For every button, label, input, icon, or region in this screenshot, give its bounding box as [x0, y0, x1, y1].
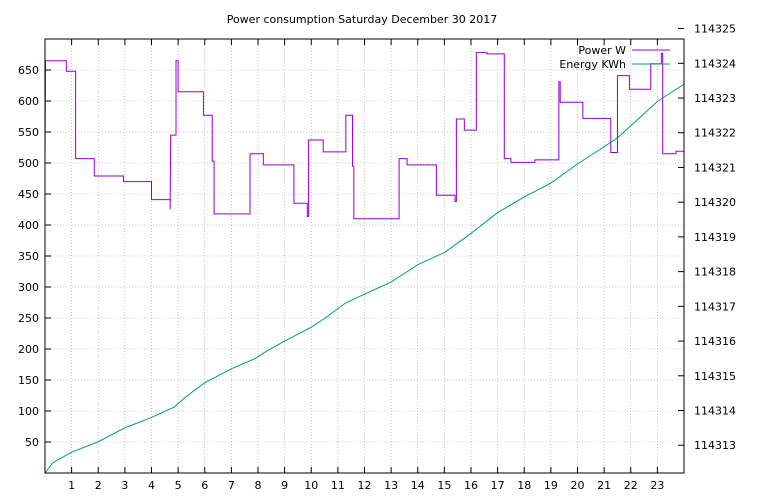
- y2-tick-label: 114320: [694, 196, 736, 209]
- plot-frame: [44, 38, 685, 474]
- y2-tick-label: 114324: [694, 57, 736, 70]
- x-tick-label: 11: [331, 479, 345, 492]
- x-tick-label: 14: [411, 479, 425, 492]
- y-tick-label: 250: [18, 312, 39, 325]
- x-tick-label: 1: [68, 479, 75, 492]
- x-tick-label: 4: [148, 479, 155, 492]
- x-tick-label: 5: [175, 479, 182, 492]
- y2-tick-label: 114323: [694, 92, 736, 105]
- x-tick-label: 19: [544, 479, 558, 492]
- y2-tick-label: 114314: [694, 405, 736, 418]
- x-tick-label: 21: [597, 479, 611, 492]
- x-tick-label: 13: [384, 479, 398, 492]
- y2-tick-label: 114322: [694, 127, 736, 140]
- legend-label: Power W: [578, 44, 626, 57]
- y2-tick-label: 114321: [694, 161, 736, 174]
- x-tick-label: 8: [255, 479, 262, 492]
- grid-lines: [45, 39, 684, 473]
- y2-tick-label: 114325: [694, 23, 736, 36]
- y2-tick-label: 114313: [694, 439, 736, 452]
- y-tick-label: 350: [18, 250, 39, 263]
- x-tick-label: 3: [121, 479, 128, 492]
- y-tick-label: 150: [18, 374, 39, 387]
- y-tick-label: 300: [18, 281, 39, 294]
- x-tick-label: 7: [228, 479, 235, 492]
- x-tick-label: 2: [95, 479, 102, 492]
- y2-tick-label: 114319: [694, 231, 736, 244]
- y-tick-label: 400: [18, 219, 39, 232]
- chart-title: Power consumption Saturday December 30 2…: [227, 13, 498, 26]
- x-tick-label: 22: [624, 479, 638, 492]
- y-tick-label: 600: [18, 95, 39, 108]
- x-tick-label: 6: [201, 479, 208, 492]
- legend-label: Energy KWh: [559, 58, 626, 71]
- x-tick-label: 10: [304, 479, 318, 492]
- y2-tick-label: 114318: [694, 266, 736, 279]
- y-tick-label: 100: [18, 405, 39, 418]
- y2-tick-label: 114315: [694, 370, 736, 383]
- y2-tick-label: 114317: [694, 300, 736, 313]
- y-tick-label: 500: [18, 157, 39, 170]
- series-line-1: [44, 52, 684, 220]
- x-tick-label: 12: [358, 479, 372, 492]
- x-tick-label: 15: [437, 479, 451, 492]
- x-tick-label: 9: [281, 479, 288, 492]
- series-line-2: [44, 83, 685, 474]
- y-tick-label: 650: [18, 64, 39, 77]
- x-tick-label: 18: [517, 479, 531, 492]
- y-tick-label: 550: [18, 126, 39, 139]
- x-tick-label: 23: [650, 479, 664, 492]
- series-lines: [44, 52, 685, 474]
- y-tick-label: 450: [18, 188, 39, 201]
- y2-tick-label: 114316: [694, 335, 736, 348]
- x-tick-label: 17: [491, 479, 505, 492]
- x-tick-label: 16: [464, 479, 478, 492]
- axes: 1 2 3 4 5 6 7 8 9 10 11 12 13 14 15 16 17 18 19 20 21 22 23501…: [18, 23, 736, 492]
- x-tick-label: 20: [571, 479, 585, 492]
- y-tick-label: 50: [25, 436, 39, 449]
- y-tick-label: 200: [18, 343, 39, 356]
